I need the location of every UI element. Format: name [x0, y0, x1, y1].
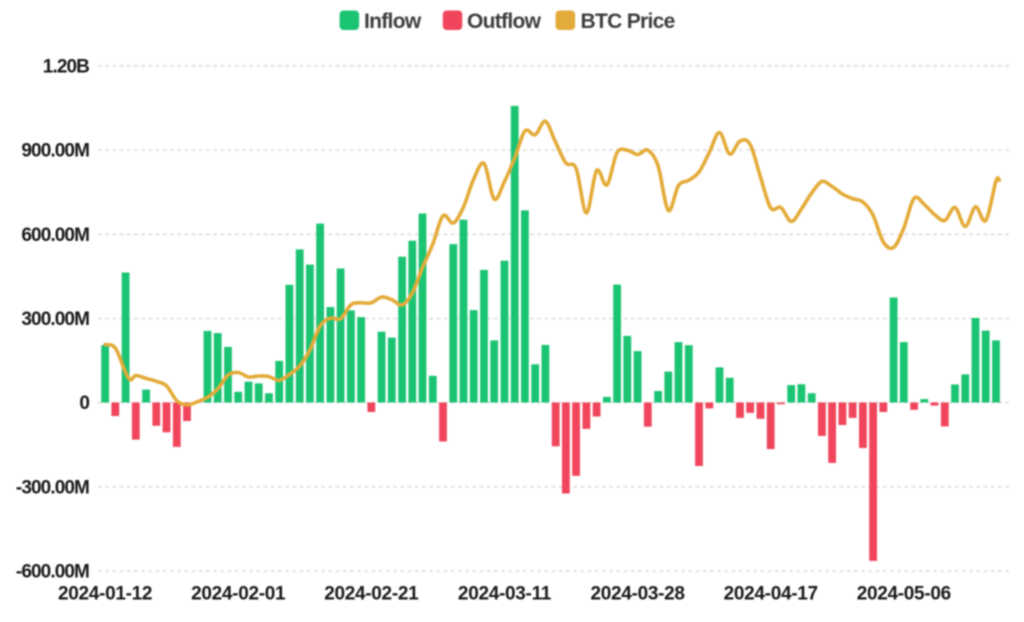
svg-text:600.00M: 600.00M: [21, 225, 89, 246]
svg-text:0: 0: [79, 393, 89, 414]
svg-text:-600.00M: -600.00M: [16, 562, 89, 583]
svg-text:300.00M: 300.00M: [21, 309, 89, 330]
svg-text:Inflow: Inflow: [364, 10, 422, 33]
svg-text:2024-03-11: 2024-03-11: [458, 584, 552, 605]
svg-text:2024-02-01: 2024-02-01: [191, 584, 286, 605]
svg-text:BTC Price: BTC Price: [581, 10, 675, 33]
svg-text:900.00M: 900.00M: [21, 141, 89, 162]
svg-text:-300.00M: -300.00M: [16, 477, 89, 498]
svg-text:2024-01-12: 2024-01-12: [58, 584, 152, 605]
svg-text:2024-05-06: 2024-05-06: [857, 584, 951, 605]
svg-text:2024-04-17: 2024-04-17: [724, 584, 818, 605]
svg-text:2024-03-28: 2024-03-28: [590, 584, 684, 605]
svg-text:2024-02-21: 2024-02-21: [324, 584, 419, 605]
svg-text:Outflow: Outflow: [467, 10, 542, 33]
svg-text:1.20B: 1.20B: [43, 56, 89, 77]
